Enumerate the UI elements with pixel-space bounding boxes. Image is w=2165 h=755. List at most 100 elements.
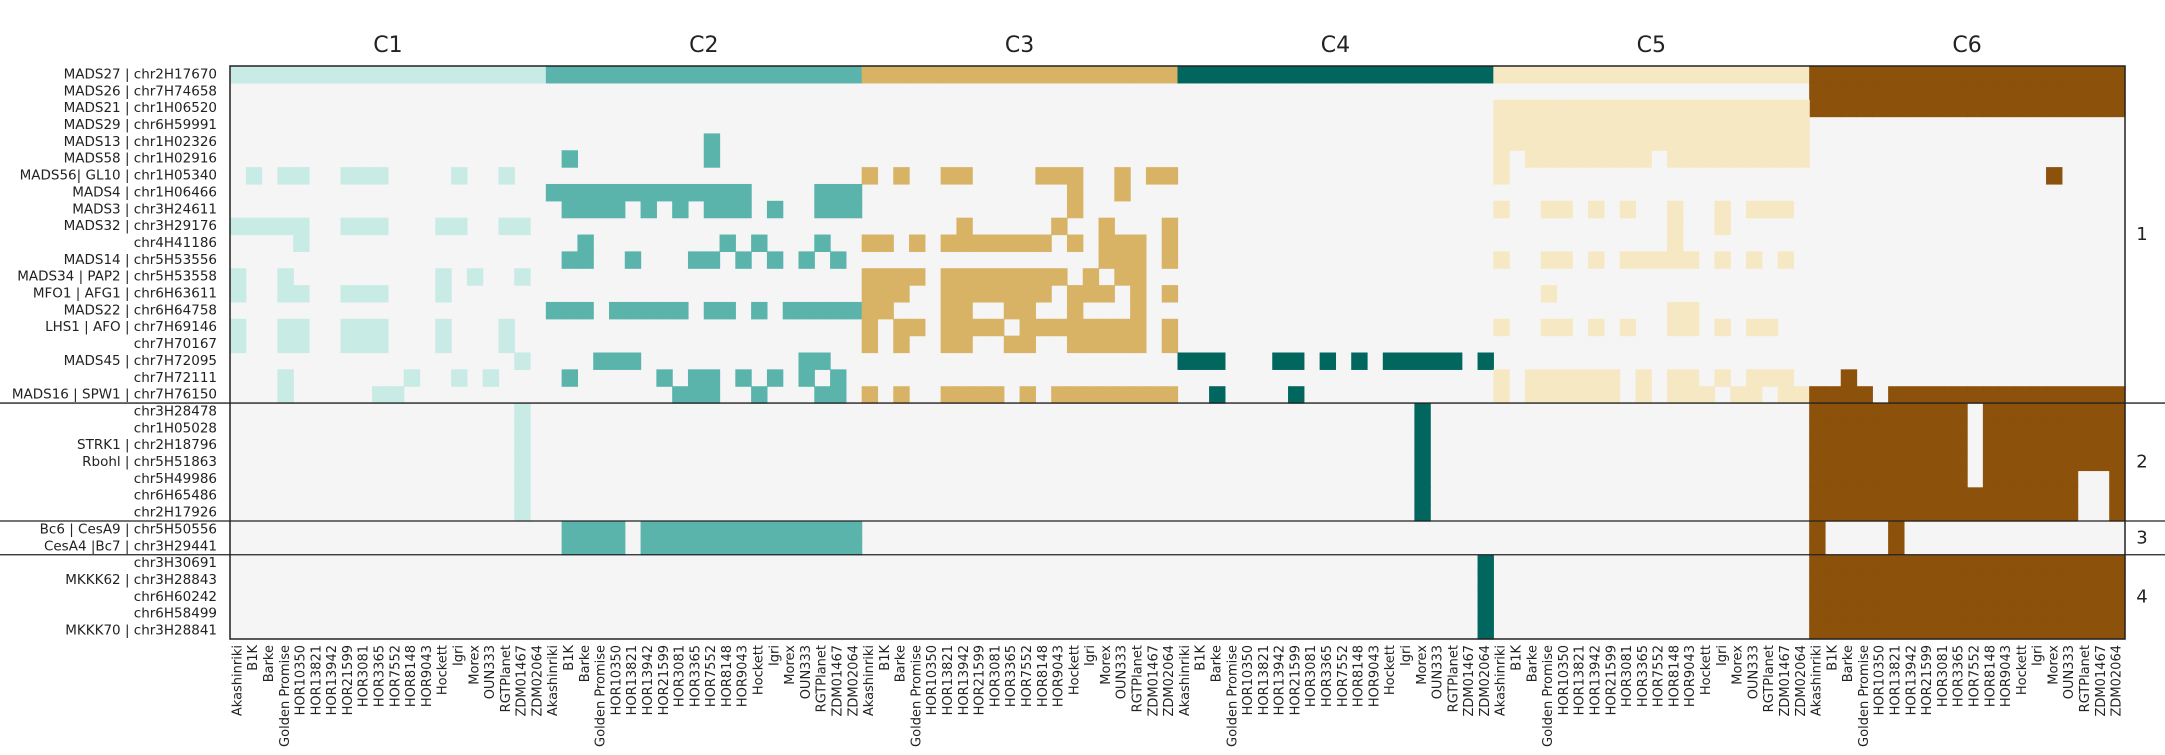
heatmap-cell [2014, 66, 2031, 84]
heatmap-cell [340, 217, 357, 236]
heatmap-cell [861, 301, 879, 320]
accession-tick-label: HOR13821 [309, 645, 324, 715]
accession-tick-label: HOR21599 [657, 645, 672, 715]
heatmap-cell [1493, 116, 1510, 135]
heatmap-cell [2046, 504, 2063, 522]
accession-tick-label: ZDM01467 [831, 645, 846, 717]
heatmap-cell [1240, 66, 1258, 84]
heatmap-cell [972, 66, 989, 84]
heatmap-cell [419, 66, 436, 84]
heatmap-cell [1098, 285, 1115, 303]
heatmap-cell [1714, 150, 1731, 168]
heatmap-cell [2030, 504, 2047, 522]
heatmap-cell [1651, 133, 1668, 151]
accession-tick-label: ZDM02064 [1478, 645, 1493, 717]
heatmap-cell [277, 285, 294, 303]
accession-tick-label: Hockett [1699, 645, 1714, 695]
heatmap-cell [1951, 436, 1968, 455]
row-label: MKKK62 | chr3H28843 [65, 572, 217, 588]
heatmap-border [229, 65, 2126, 640]
heatmap-cell [672, 386, 689, 404]
heatmap-cell [2046, 403, 2063, 421]
heatmap-cell [640, 521, 657, 539]
heatmap-cell [672, 66, 689, 84]
row-label: MADS26 | chr7H74658 [64, 83, 217, 99]
heatmap-cell [593, 183, 610, 202]
heatmap-cell [624, 301, 642, 320]
heatmap-cell [2077, 82, 2095, 101]
heatmap-cell [1840, 403, 1858, 421]
accession-tick-label: HOR3081 [988, 645, 1003, 707]
heatmap-cell [1856, 453, 1873, 472]
heatmap-cell [940, 268, 958, 286]
heatmap-cell [1130, 66, 1147, 84]
heatmap-cell [2046, 554, 2063, 573]
heatmap-cell [482, 66, 500, 84]
heatmap-cell [1919, 571, 1937, 590]
heatmap-cell [372, 66, 389, 84]
heatmap-cell [1556, 133, 1573, 151]
heatmap-cell [703, 301, 721, 320]
heatmap-cell [956, 301, 973, 320]
heatmap-cell [1856, 504, 1873, 522]
heatmap-cell [498, 335, 515, 354]
heatmap-cell [2046, 99, 2063, 118]
heatmap-cell [735, 66, 752, 84]
accession-tick-label: HOR3081 [673, 645, 688, 707]
heatmap-cell [814, 183, 831, 202]
heatmap-cell [561, 537, 579, 556]
heatmap-cell [1856, 487, 1873, 505]
heatmap-cell [1019, 268, 1036, 286]
row-label: MADS56| GL10 | chr1H05340 [20, 168, 217, 184]
heatmap-cell [1667, 251, 1684, 269]
heatmap-cell [1824, 386, 1842, 404]
heatmap-cell [545, 66, 563, 84]
row-label: chr3H28478 [134, 404, 217, 420]
heatmap-cell [1114, 318, 1131, 337]
row-label: MADS16 | SPW1 | chr7H76150 [12, 387, 217, 403]
heatmap-cell [1951, 99, 1968, 118]
heatmap-cell [1603, 150, 1621, 168]
heatmap-cell [577, 183, 594, 202]
heatmap-cell [814, 301, 831, 320]
heatmap-cell [293, 167, 310, 185]
heatmap-cell [1572, 116, 1589, 135]
heatmap-cell [1651, 99, 1668, 118]
heatmap-cell [1888, 571, 1905, 590]
heatmap-cell [1856, 470, 1873, 488]
heatmap-cell [293, 335, 310, 354]
heatmap-cell [1919, 82, 1937, 101]
accession-tick-label: Hockett [1383, 645, 1398, 695]
heatmap-cell [1840, 99, 1858, 118]
heatmap-cell [1809, 403, 1826, 421]
accession-tick-label: ZDM02064 [2110, 645, 2125, 717]
heatmap-cell [830, 251, 847, 269]
heatmap-cell [1019, 335, 1036, 354]
heatmap-cell [972, 386, 989, 404]
heatmap-cell [435, 268, 452, 286]
heatmap-cell [1746, 133, 1763, 151]
accession-tick-label: Hockett [752, 645, 767, 695]
heatmap-cell [751, 301, 768, 320]
heatmap-cell [1556, 369, 1573, 387]
heatmap-cell [1540, 116, 1558, 135]
accession-tick-label: Barke [1210, 645, 1225, 682]
heatmap-cell [2061, 453, 2079, 472]
heatmap-cell [1903, 622, 1921, 640]
heatmap-cell [814, 200, 831, 219]
heatmap-cell [940, 66, 958, 84]
heatmap-cell [1161, 234, 1179, 252]
heatmap-cell [1730, 99, 1747, 118]
heatmap-cell [1998, 504, 2016, 522]
heatmap-cell [1982, 453, 2000, 472]
heatmap-cell [1809, 554, 1826, 573]
heatmap-cell [340, 318, 357, 337]
accession-tick-label: HOR10350 [609, 645, 624, 715]
heatmap-cell [1288, 352, 1305, 370]
heatmap-cell [2077, 554, 2095, 573]
heatmap-cell [1746, 200, 1763, 219]
heatmap-cell [1493, 133, 1510, 151]
heatmap-cell [1746, 251, 1763, 269]
heatmap-cell [1714, 251, 1731, 269]
accession-tick-label: Morex [467, 645, 482, 685]
